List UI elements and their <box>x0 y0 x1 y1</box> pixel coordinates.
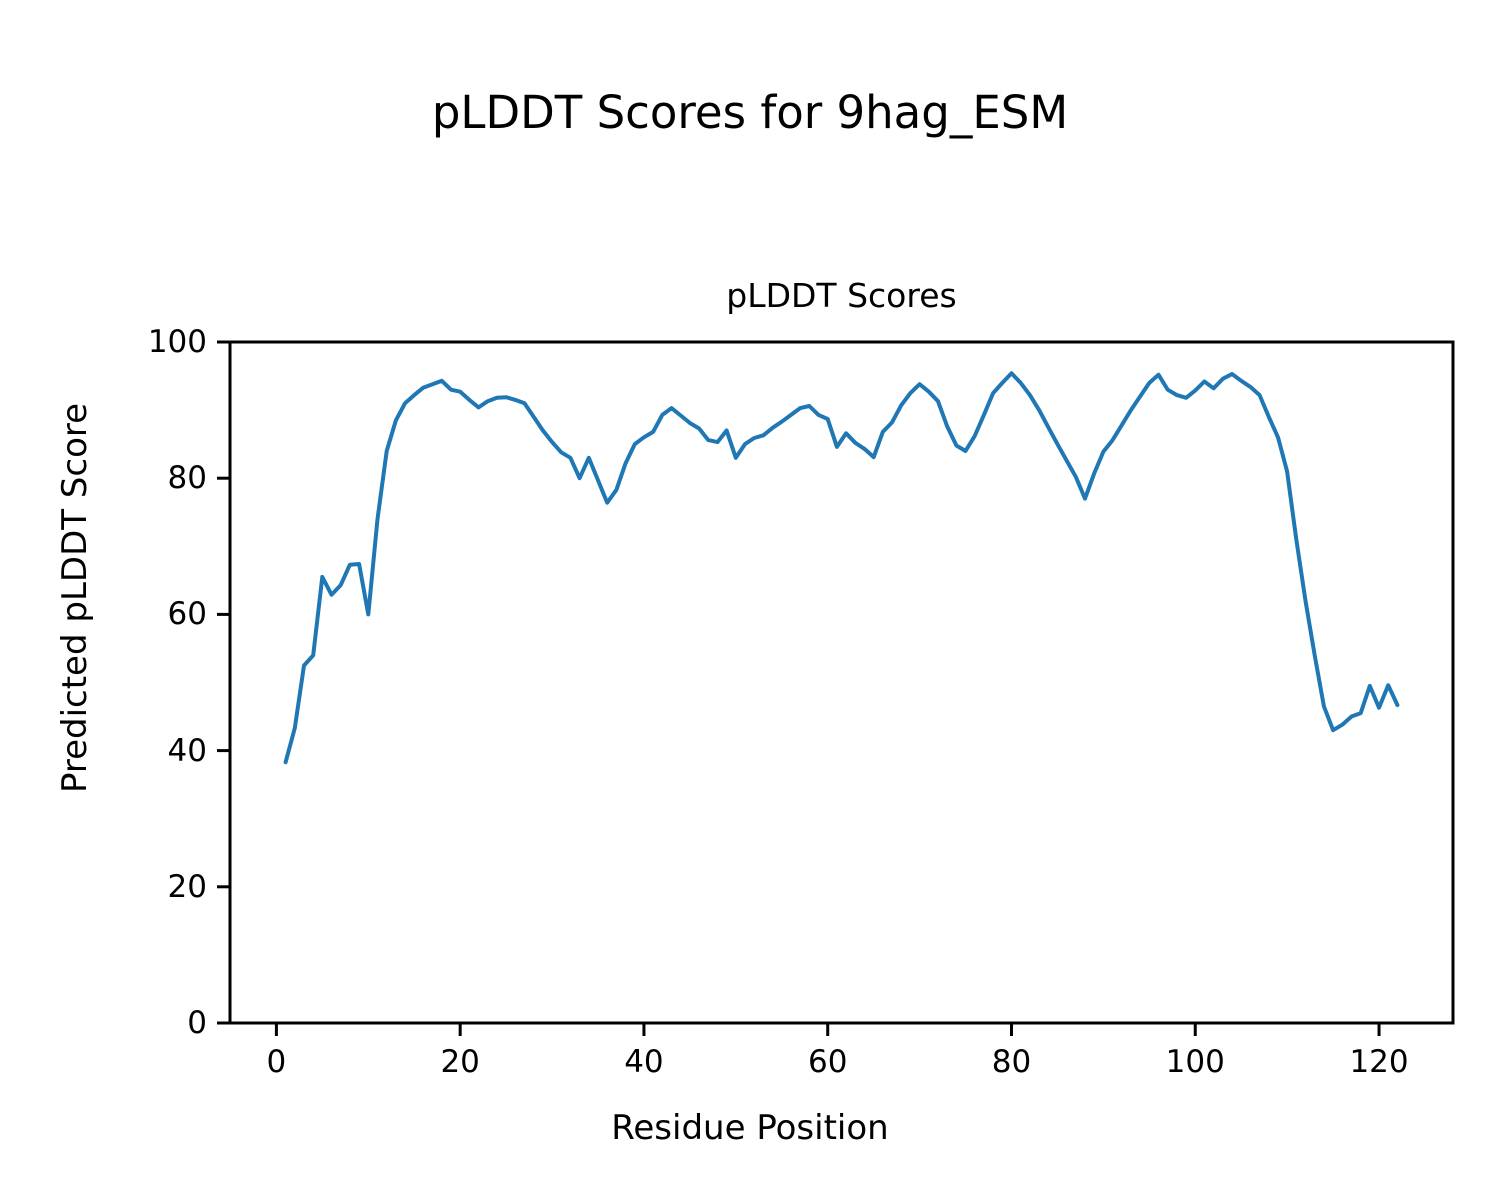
plddt-line <box>283 371 1400 765</box>
x-tick-label: 80 <box>991 1044 1032 1080</box>
x-axis-label: Residue Position <box>611 1108 889 1148</box>
x-tick-label: 20 <box>440 1044 480 1080</box>
y-tick-label: 100 <box>147 324 207 360</box>
figure-title: pLDDT Scores for 9hag_ESM <box>431 86 1069 139</box>
y-tick-label: 80 <box>167 460 207 497</box>
y-tick-label: 0 <box>187 1005 207 1041</box>
y-tick-label: 20 <box>167 868 207 905</box>
y-tick-label: 40 <box>167 732 207 769</box>
plot-border <box>228 340 1455 1025</box>
x-tick-label: 100 <box>1165 1044 1225 1080</box>
x-tick-label: 120 <box>1349 1044 1409 1080</box>
y-tick-label: 60 <box>167 596 207 633</box>
y-axis-label: Predicted pLDDT Score <box>55 402 95 794</box>
axes-title: pLDDT Scores <box>726 276 957 315</box>
x-tick-label: 60 <box>807 1044 848 1080</box>
x-tick-label: 40 <box>624 1044 664 1080</box>
x-tick-label: 0 <box>266 1044 287 1080</box>
